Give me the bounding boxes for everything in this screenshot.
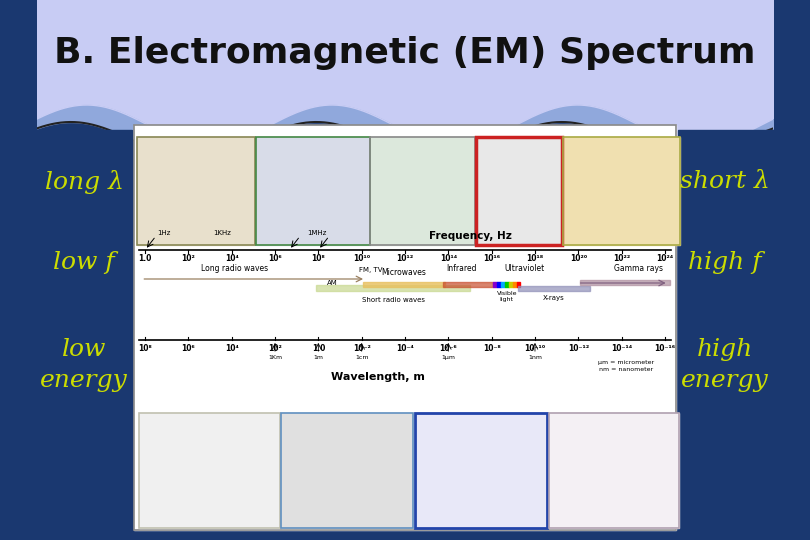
Text: 10⁻⁶: 10⁻⁶ (440, 344, 457, 353)
Text: 1MHz: 1MHz (308, 230, 326, 236)
Bar (370, 137, 475, 245)
Bar (139, 413, 279, 528)
Bar (134, 125, 676, 530)
Text: 10²: 10² (181, 254, 195, 263)
Text: 10²⁴: 10²⁴ (656, 254, 674, 263)
Bar (415, 413, 547, 528)
Bar (517, 282, 521, 287)
Text: 10²: 10² (268, 344, 282, 353)
Text: 10⁻²: 10⁻² (352, 344, 371, 353)
Bar (137, 137, 255, 245)
Text: X-rays: X-rays (544, 295, 565, 301)
Bar (548, 413, 679, 528)
Text: 1KHz: 1KHz (214, 230, 232, 236)
Text: Long radio waves: Long radio waves (201, 264, 267, 273)
Text: 1Hz: 1Hz (157, 230, 170, 236)
Bar (37, 105, 773, 540)
Text: 1m: 1m (313, 355, 323, 360)
Bar (256, 137, 369, 245)
Bar (509, 282, 513, 287)
Text: 1.0: 1.0 (312, 344, 325, 353)
Text: low
energy: low energy (40, 339, 128, 392)
Text: 10⁸: 10⁸ (312, 254, 326, 263)
Text: 10⁶: 10⁶ (268, 254, 282, 263)
Text: 10⁻⁴: 10⁻⁴ (396, 344, 414, 353)
Text: 10¹⁸: 10¹⁸ (526, 254, 544, 263)
Text: Visible
light: Visible light (497, 291, 517, 302)
Text: 1.0: 1.0 (139, 254, 151, 263)
Bar (443, 282, 493, 287)
Text: 10⁴: 10⁴ (224, 254, 239, 263)
Text: 10²²: 10²² (613, 254, 630, 263)
Text: Ultraviolet: Ultraviolet (505, 264, 545, 273)
Text: 10⁻¹²: 10⁻¹² (568, 344, 589, 353)
Bar (363, 282, 445, 287)
Bar (493, 282, 497, 287)
Text: Infrared: Infrared (446, 264, 476, 273)
Bar (513, 282, 517, 287)
Bar (476, 137, 562, 245)
Text: Short radio waves: Short radio waves (362, 297, 424, 303)
Bar (501, 282, 505, 287)
Text: 10¹⁶: 10¹⁶ (483, 254, 501, 263)
Bar (678, 130, 773, 540)
Text: Microwaves: Microwaves (382, 268, 427, 277)
Text: 10¹⁴: 10¹⁴ (440, 254, 457, 263)
Text: FM, TV: FM, TV (359, 267, 382, 273)
Text: Gamma rays: Gamma rays (614, 264, 663, 273)
Bar (316, 285, 471, 291)
Text: μm = micrometer
nm = nanometer: μm = micrometer nm = nanometer (598, 360, 654, 372)
Bar (563, 137, 680, 245)
Bar (281, 413, 413, 528)
Text: low f: low f (53, 251, 115, 273)
Text: 10²⁰: 10²⁰ (569, 254, 587, 263)
Text: 1Km: 1Km (268, 355, 282, 360)
Bar (370, 137, 475, 245)
Text: long λ: long λ (45, 170, 124, 194)
Text: AM: AM (327, 280, 338, 286)
Text: short λ: short λ (680, 171, 770, 193)
Bar (256, 137, 369, 245)
Bar (281, 413, 413, 528)
Text: 10⁻¹⁴: 10⁻¹⁴ (611, 344, 633, 353)
Bar (37, 0, 773, 110)
Bar (505, 282, 509, 287)
Text: 10⁶: 10⁶ (181, 344, 195, 353)
Text: B. Electromagnetic (EM) Spectrum: B. Electromagnetic (EM) Spectrum (54, 36, 756, 70)
Text: Frequency, Hz: Frequency, Hz (428, 231, 511, 241)
Bar (548, 413, 679, 528)
Text: 10¹²: 10¹² (396, 254, 414, 263)
Text: 1μm: 1μm (441, 355, 455, 360)
Text: 10⁻¹⁰: 10⁻¹⁰ (524, 344, 546, 353)
Bar (518, 286, 590, 291)
Bar (579, 280, 671, 285)
Text: 10¹⁰: 10¹⁰ (353, 254, 370, 263)
Text: 1cm: 1cm (355, 355, 369, 360)
Text: high f: high f (688, 251, 761, 273)
Bar (37, 130, 132, 540)
Bar (137, 137, 255, 245)
Text: 1nm: 1nm (528, 355, 542, 360)
Bar (476, 137, 562, 245)
Text: 10⁴: 10⁴ (224, 344, 239, 353)
Text: 10⁻⁸: 10⁻⁸ (483, 344, 501, 353)
Bar (415, 413, 547, 528)
Text: 10⁻¹⁶: 10⁻¹⁶ (654, 344, 676, 353)
Text: 10⁸: 10⁸ (139, 344, 152, 353)
Bar (497, 282, 501, 287)
Bar (563, 137, 680, 245)
Bar (134, 125, 676, 530)
Text: high
energy: high energy (681, 339, 769, 392)
Text: Wavelength, m: Wavelength, m (331, 372, 425, 382)
Bar (139, 413, 279, 528)
